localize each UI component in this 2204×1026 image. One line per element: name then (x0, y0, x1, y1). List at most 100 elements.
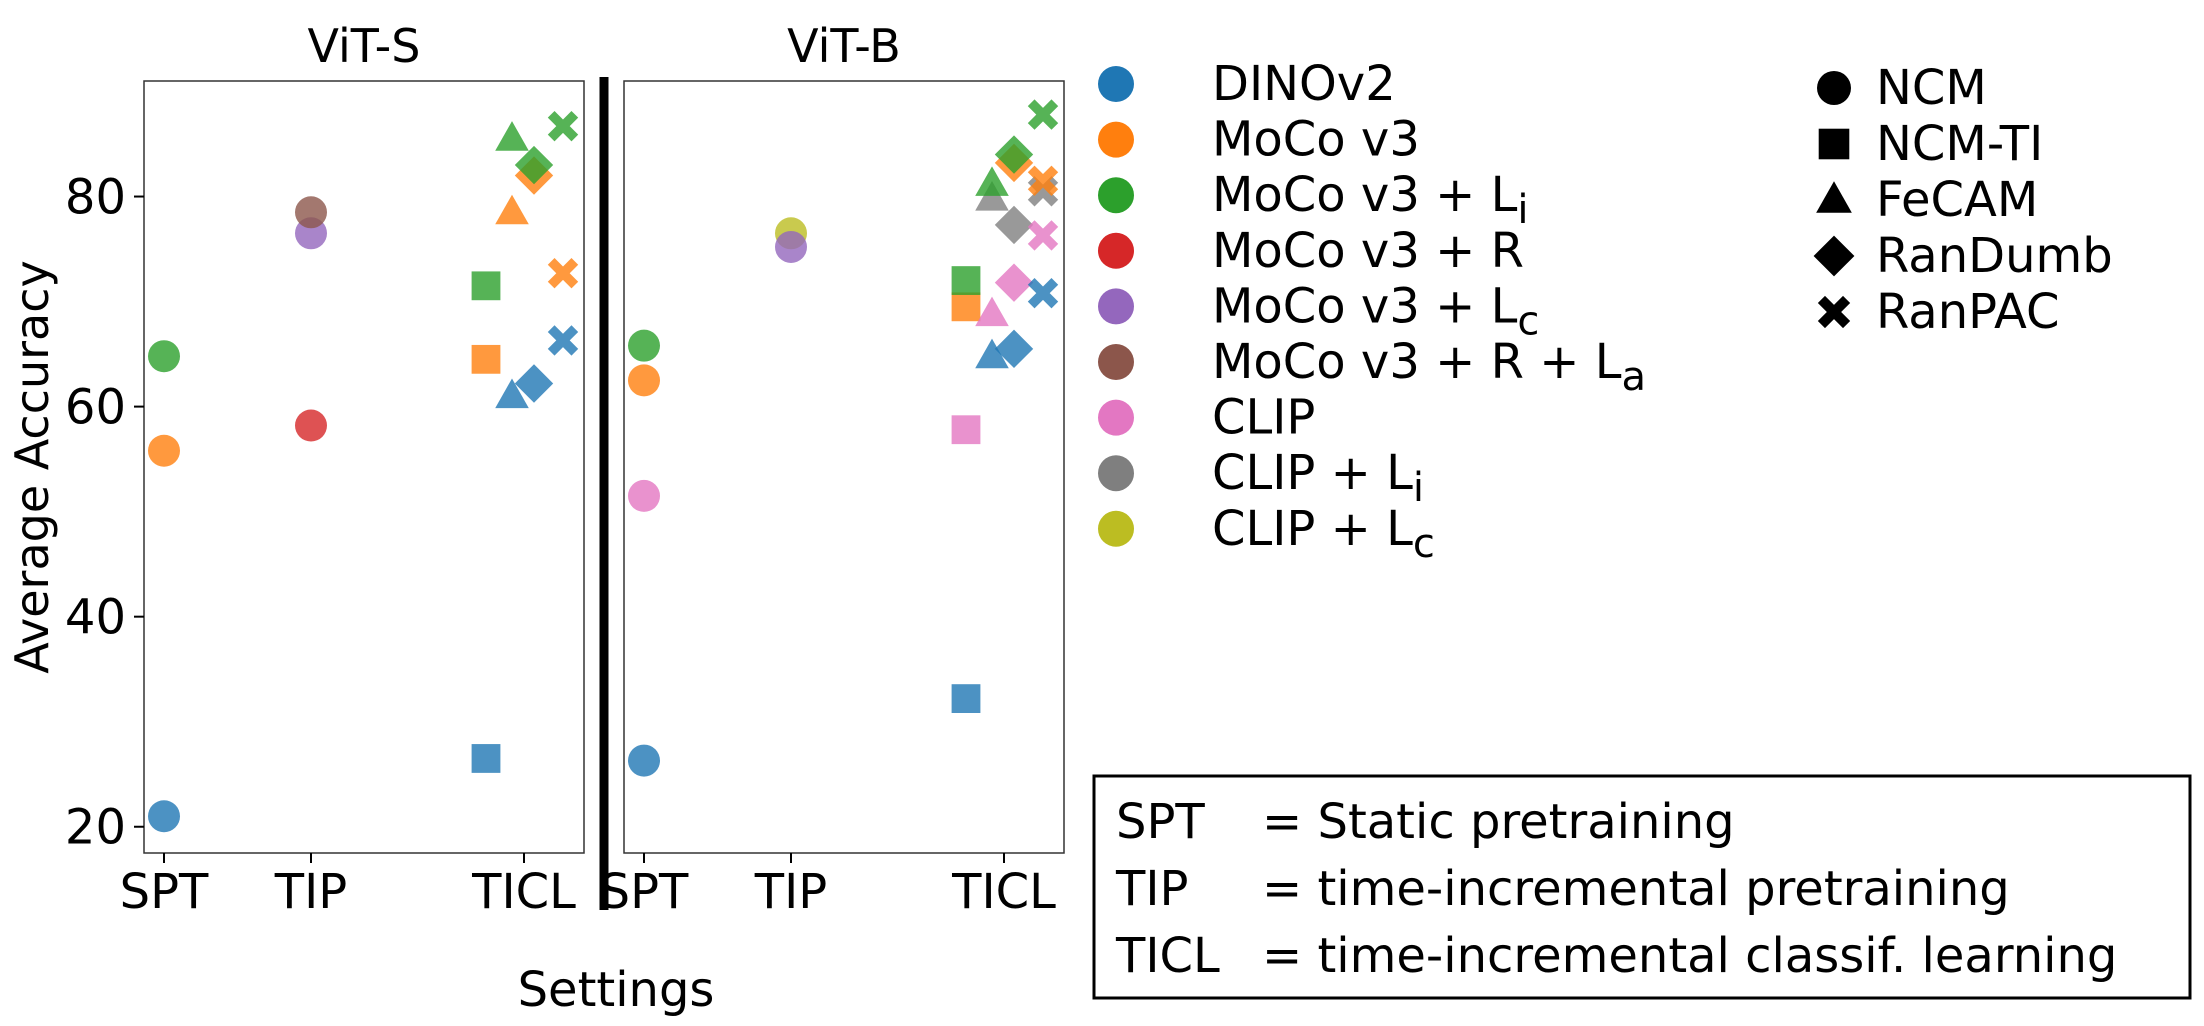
panel-title-vit-b: ViT-B (787, 19, 901, 73)
data-point-dino-randumb (514, 364, 554, 403)
data-point-dino-randumb (994, 329, 1034, 369)
legend-marker-ncm_ti (1818, 128, 1850, 160)
legend-item-moco_lc: MoCo v3 + Lc (1098, 278, 1539, 344)
definition-abbr-spt: SPT (1116, 794, 1205, 850)
x-tick-label-spt: SPT (120, 864, 209, 920)
data-point-moco_li-fecam (975, 166, 1009, 196)
x-axis-label: Settings (518, 962, 715, 1018)
definitions-text: SPT = Static pretraining TIP = time-increme… (1115, 794, 2117, 984)
legend-swatch-moco_r (1098, 232, 1134, 269)
legend-label-moco_r_la: MoCo v3 + R + La (1212, 334, 1646, 400)
definition-abbr-ticl: TICL (1115, 928, 1220, 984)
legend-marker-ncm (1817, 71, 1851, 105)
x-tick-label-ticl: TICL (951, 864, 1056, 920)
definition-text-tip: = time-incremental pretraining (1262, 861, 2010, 917)
data-point-dino-ncm (148, 800, 180, 833)
data-point-dino-ranpac (547, 325, 579, 356)
panel-frame-vit-s (143, 80, 585, 854)
legend-swatch-moco_lc (1098, 288, 1134, 325)
legend-marker-ranpac (1817, 295, 1851, 329)
legend-marker-fecam (1816, 181, 1852, 213)
data-point-moco_li-randumb (514, 145, 554, 185)
legend-label-moco_lc: MoCo v3 + Lc (1212, 278, 1539, 344)
data-point-moco_r-ncm (295, 409, 327, 442)
axis-ticks: 20 40 60 80 SPT TIP TICL SPT TIP TICL (65, 170, 1056, 920)
data-points (148, 99, 1059, 833)
legend-label-fecam: FeCAM (1876, 172, 2038, 228)
x-tick-label-tip: TIP (274, 864, 347, 920)
legend-item-moco_r_la: MoCo v3 + R + La (1098, 334, 1646, 400)
data-point-moco_li-randumb (994, 135, 1034, 174)
data-point-clip-randumb (994, 263, 1034, 302)
data-point-clip-ranpac (1027, 220, 1059, 251)
data-point-moco_li-ncm_ti (471, 271, 501, 301)
data-point-moco_li-ranpac (1027, 99, 1059, 130)
data-point-moco-ncm (148, 434, 180, 467)
data-point-dino-fecam (495, 378, 529, 409)
data-point-clip-ncm_ti (951, 415, 981, 445)
legend-swatch-clip_lc (1098, 510, 1134, 547)
panel-frame-vit-b (623, 80, 1065, 854)
y-tick-label: 20 (65, 800, 126, 856)
data-point-moco-ncm (628, 364, 660, 397)
definition-text-spt: = Static pretraining (1262, 794, 1735, 850)
y-axis-label: Average Accuracy (5, 260, 59, 674)
legend-label-ncm_ti: NCM-TI (1876, 116, 2043, 172)
legend-swatch-moco_r_la (1098, 344, 1134, 380)
legend-label-moco_r: MoCo v3 + R (1212, 223, 1524, 279)
legend-label-dino: DINOv2 (1212, 56, 1396, 112)
legend-swatch-moco_li (1098, 177, 1134, 214)
data-point-moco_li-ncm_ti (951, 266, 981, 295)
panel-points-vit-s (148, 110, 579, 833)
legend-item-moco_li: MoCo v3 + Li (1098, 167, 1528, 233)
data-point-dino-ncm (628, 744, 660, 777)
legend-swatch-dino (1098, 66, 1134, 102)
data-point-clip-fecam (975, 296, 1009, 327)
panel-points-vit-b (628, 99, 1059, 777)
legend-label-clip_li: CLIP + Li (1212, 445, 1424, 511)
legend-swatch-clip_li (1098, 455, 1134, 492)
y-tick-label: 40 (65, 590, 126, 646)
panel-title-vit-s: ViT-S (308, 19, 421, 73)
legend-label-moco_li: MoCo v3 + Li (1212, 167, 1528, 233)
definition-abbr-tip: TIP (1115, 861, 1188, 917)
data-point-dino-ncm_ti (471, 744, 501, 773)
legend-item-clip_li: CLIP + Li (1098, 445, 1424, 511)
data-point-dino-ncm_ti (951, 684, 981, 713)
x-tick-label-tip: TIP (754, 864, 827, 920)
data-point-clip_li-randumb (994, 205, 1034, 245)
legend-item-randumb: RanDumb (1813, 228, 2113, 284)
x-tick-label-ticl: TICL (471, 864, 576, 920)
data-point-moco-ncm_ti (951, 292, 981, 322)
data-point-moco_li-ncm (628, 329, 660, 362)
legend-swatch-clip (1098, 399, 1134, 436)
legend-marker-randumb (1813, 235, 1855, 277)
data-point-moco_lc-ncm (775, 230, 807, 263)
legend-item-ncm: NCM (1817, 60, 1987, 116)
legend-label-moco: MoCo v3 (1212, 112, 1420, 168)
legend-label-clip: CLIP (1212, 390, 1315, 446)
legend-item-fecam: FeCAM (1816, 172, 2038, 228)
legend-item-ranpac: RanPAC (1817, 284, 2060, 340)
legend-item-ncm_ti: NCM-TI (1818, 116, 2043, 172)
legend-item-moco_r: MoCo v3 + R (1098, 223, 1524, 279)
data-point-moco_li-fecam (495, 121, 529, 151)
data-point-moco-ranpac (547, 258, 579, 289)
legend-label-ncm: NCM (1876, 60, 1987, 116)
data-point-moco_li-ncm (148, 340, 180, 373)
data-point-moco-ncm_ti (471, 344, 501, 374)
legend-label-ranpac: RanPAC (1876, 284, 2060, 340)
definition-text-ticl: = time-incremental classif. learning (1262, 928, 2117, 984)
data-point-dino-fecam (975, 338, 1009, 369)
definitions-box (1092, 774, 2192, 1000)
data-point-moco_li-ranpac (547, 110, 579, 142)
data-point-moco-fecam (495, 194, 529, 225)
data-point-clip-ncm (628, 479, 660, 512)
legend-item-clip: CLIP (1098, 390, 1315, 446)
y-tick-label: 60 (65, 380, 126, 436)
data-point-moco-ranpac (1027, 165, 1059, 196)
data-point-moco_r_la-ncm (295, 196, 327, 229)
legend-item-dino: DINOv2 (1098, 56, 1396, 112)
